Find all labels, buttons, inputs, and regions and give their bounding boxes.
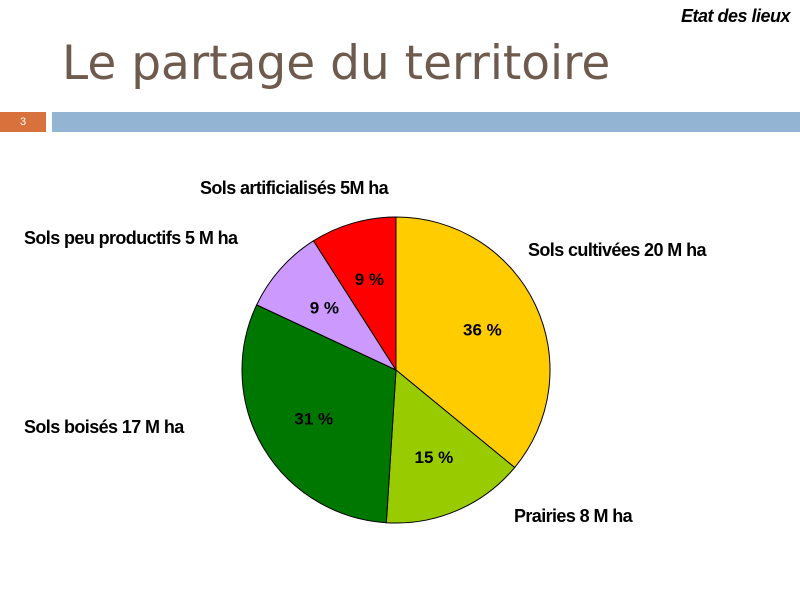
pie-slice-percent-label: 31 % — [294, 409, 333, 428]
pie-slice-category-label: Sols peu productifs 5 M ha — [24, 228, 239, 248]
slide-title: Le partage du territoire — [62, 36, 611, 91]
pie-slice-category-label: Sols artificialisés 5M ha — [200, 178, 390, 198]
pie-slice-percent-label: 9 % — [355, 270, 384, 289]
pie-slice-category-label: Sols cultivées 20 M ha — [528, 240, 707, 260]
title-underline-bar — [52, 112, 800, 132]
pie-slice-category-label: Sols boisés 17 M ha — [24, 417, 185, 437]
pie-slice — [241, 304, 397, 524]
pie-slice-percent-label: 9 % — [310, 298, 339, 317]
pie-slice — [395, 216, 551, 469]
pie-slice — [255, 240, 398, 372]
pie-slice-percent-label: 15 % — [415, 448, 454, 467]
header-tag: Etat des lieux — [680, 6, 791, 26]
pie-slice — [385, 368, 516, 524]
pie-slice-category-label: Prairies 8 M ha — [514, 506, 634, 526]
pie-slice — [312, 216, 397, 372]
pie-slice-percent-label: 36 % — [463, 321, 502, 340]
page-number-badge: 3 — [0, 112, 46, 132]
